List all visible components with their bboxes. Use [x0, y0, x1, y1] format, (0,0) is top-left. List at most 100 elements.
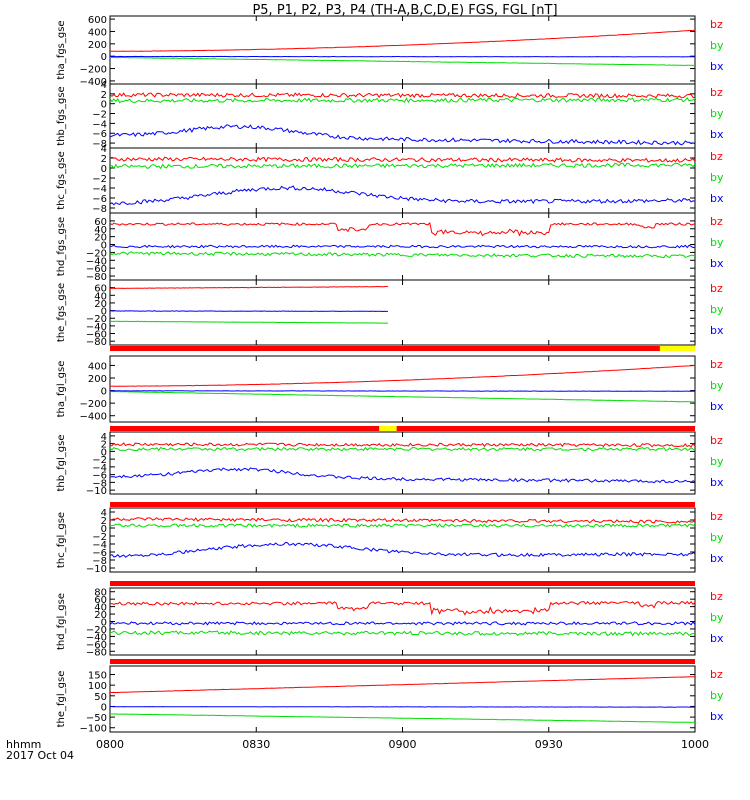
y-tick-label: 40: [94, 291, 107, 302]
series-bx: [110, 706, 695, 708]
data-flag-bar: [110, 426, 695, 431]
series-bz: [109, 156, 696, 163]
y-tick-label: 60: [94, 284, 107, 295]
panel-thc_fgl_gse: 420−2−4−6−8−10 thc_fgl_gse bz by bx: [56, 507, 724, 575]
legend-by: by: [710, 107, 724, 120]
y-tick-label: 20: [94, 233, 107, 244]
legend-bx: bx: [710, 324, 724, 337]
series-bz: [110, 29, 696, 52]
panel-ylabel: thd_fgs_gse: [56, 217, 67, 276]
legend-bz: bz: [710, 358, 723, 371]
y-tick-label: −100: [80, 724, 107, 735]
legend-by: by: [710, 689, 724, 702]
y-tick-label: −10: [86, 486, 107, 497]
legend-bx: bx: [710, 257, 724, 270]
series-bz: [109, 364, 696, 387]
panel-frame: [109, 431, 696, 495]
y-tick-label: −80: [86, 272, 107, 283]
series-bx: [109, 244, 696, 249]
y-tick-label: 400: [88, 27, 107, 38]
legend-by: by: [710, 531, 724, 544]
legend-bx: bx: [710, 128, 724, 141]
data-flag-bar: [110, 659, 695, 664]
y-tick-label: 150: [88, 671, 107, 682]
y-tick-label: 20: [94, 610, 107, 621]
y-tick-label: −6: [92, 129, 107, 140]
y-tick-label: −4: [92, 463, 107, 474]
panel-ylabel: thc_fgl_gse: [56, 512, 67, 568]
legend-bz: bz: [710, 86, 723, 99]
legend-by: by: [710, 171, 724, 184]
x-tick-label: 0900: [389, 738, 417, 751]
series-by: [110, 713, 696, 723]
y-tick-label: −6: [92, 194, 107, 205]
y-tick-label: −8: [92, 204, 107, 215]
legend-bz: bz: [710, 434, 723, 447]
legend-bx: bx: [710, 632, 724, 645]
panel-frame: [109, 587, 696, 656]
legend-by: by: [710, 236, 724, 249]
y-tick-label: −400: [80, 412, 107, 423]
series-bz: [109, 442, 696, 448]
series-bx: [109, 185, 696, 206]
legend-bx: bx: [710, 710, 724, 723]
y-tick-label: 0: [101, 241, 107, 252]
y-tick-label: −2: [92, 110, 107, 121]
y-tick-label: 60: [94, 595, 107, 606]
y-tick-label: 0: [101, 307, 107, 318]
series-bz: [109, 222, 696, 237]
panel-ylabel: the_fgl_gse: [56, 671, 67, 728]
series-by: [109, 162, 696, 170]
y-tick-label: −200: [80, 65, 107, 76]
panel-ylabel: tha_fgl_gse: [56, 361, 67, 418]
series-bx: [109, 390, 696, 392]
y-tick-label: 0: [101, 702, 107, 713]
y-tick-label: 0: [101, 100, 107, 111]
y-tick-label: 4: [101, 144, 107, 155]
legend-by: by: [710, 379, 724, 392]
series-by: [109, 96, 696, 104]
y-tick-label: −20: [86, 248, 107, 259]
y-tick-label: 0: [101, 618, 107, 629]
series-bx: [109, 55, 696, 58]
legend-bx: bx: [710, 192, 724, 205]
legend-bz: bz: [710, 590, 723, 603]
legend-bz: bz: [710, 150, 723, 163]
data-flag-gap: [379, 426, 397, 431]
data-flag-bar: [110, 346, 695, 351]
panel-ylabel: thc_fgs_gse: [56, 151, 67, 210]
y-tick-label: 200: [88, 374, 107, 385]
y-tick-label: −2: [92, 532, 107, 543]
y-tick-label: 2: [101, 516, 107, 527]
y-tick-label: −8: [92, 139, 107, 150]
y-tick-label: 600: [88, 15, 107, 26]
y-tick-label: 50: [94, 692, 107, 703]
y-tick-label: −80: [86, 337, 107, 348]
y-tick-label: 2: [101, 440, 107, 451]
legend-bx: bx: [710, 60, 724, 73]
y-tick-label: −40: [86, 322, 107, 333]
y-tick-label: 40: [94, 225, 107, 236]
x-axis-label: hhmm: [6, 738, 41, 751]
series-bz: [109, 517, 696, 524]
y-tick-label: −40: [86, 256, 107, 267]
y-tick-label: −4: [92, 184, 107, 195]
y-tick-label: −4: [92, 119, 107, 130]
panel-ylabel: the_fgs_gse: [56, 283, 67, 342]
panel-ylabel: thd_fgl_gse: [56, 593, 67, 650]
series-bx: [109, 124, 696, 146]
data-flag-gap: [659, 346, 695, 351]
y-tick-label: 200: [88, 40, 107, 51]
y-tick-label: −10: [86, 564, 107, 575]
legend-by: by: [710, 303, 724, 316]
y-tick-label: 4: [101, 508, 107, 519]
y-tick-label: 0: [101, 52, 107, 63]
legend-bx: bx: [710, 552, 724, 565]
y-tick-label: 2: [101, 90, 107, 101]
legend-bz: bz: [710, 282, 723, 295]
series-bx: [109, 621, 696, 626]
